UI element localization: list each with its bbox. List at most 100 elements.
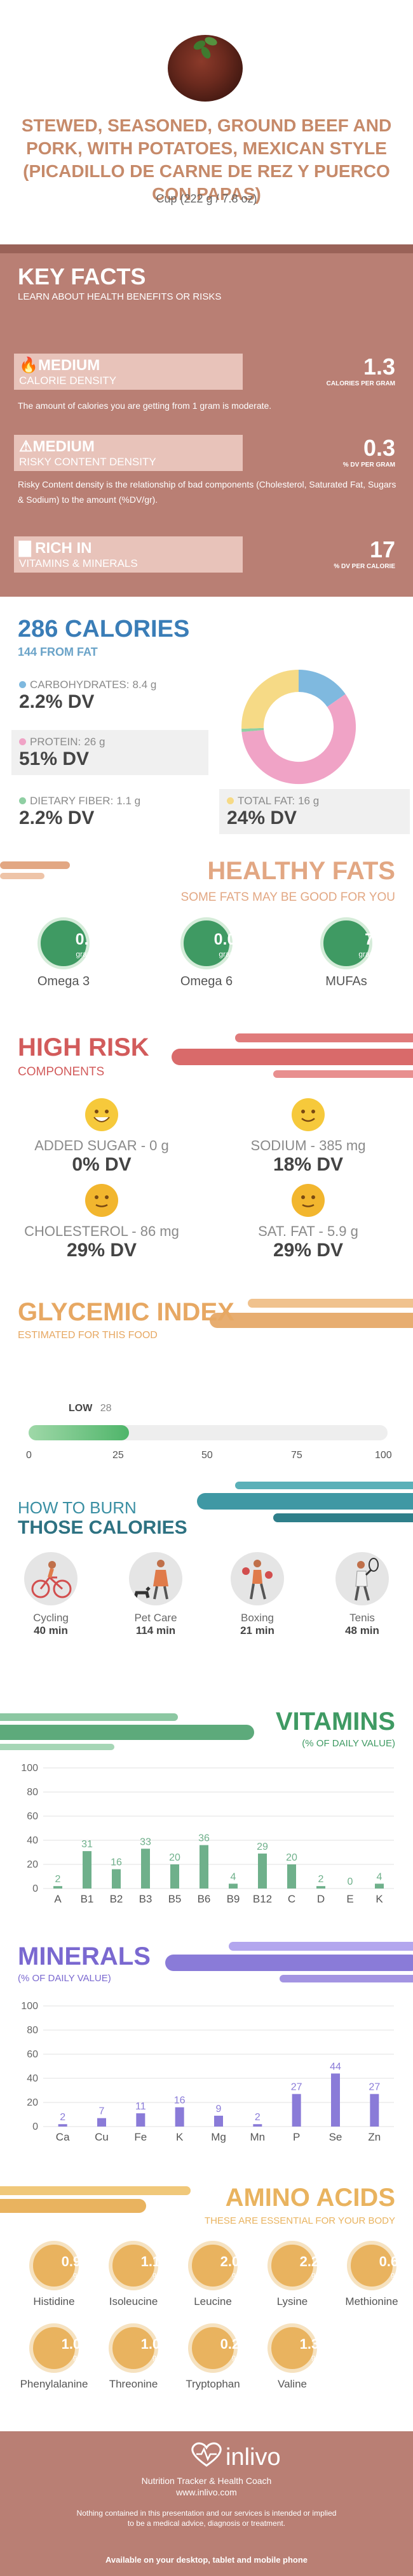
- bar-value-label: 2: [60, 2112, 65, 2123]
- rich-in-value: 17: [369, 536, 395, 562]
- glycemic-title: GLYCEMIC INDEX: [18, 1298, 234, 1326]
- bar-p: [292, 2094, 301, 2127]
- minerals-title: MINERALS: [18, 1942, 151, 1970]
- amino-subtitle: THESE ARE ESSENTIAL FOR YOUR BODY: [204, 2215, 395, 2226]
- calories-section: 286 CALORIES 144 FROM FAT CARBOHYDRATES:…: [0, 613, 413, 847]
- bar-value-label: 27: [369, 2082, 380, 2093]
- fat-dv: 24% DV: [227, 807, 297, 828]
- y-tick-label: 40: [27, 2073, 38, 2084]
- vitamins-bar-chart: 0204060801002A31B116B233B320B536B64B929B…: [21, 1763, 394, 1905]
- amino-acids-section: AMINO ACIDS THESE ARE ESSENTIAL FOR YOUR…: [0, 2184, 413, 2431]
- vitamins-section: VITAMINS (% OF DAILY VALUE) 0 20 40 60 80 100…: [0, 1708, 413, 1923]
- bar-k: [175, 2107, 184, 2127]
- activity-pet-care: Pet Care 114 min: [111, 1552, 200, 1637]
- footer-brand: inlivo: [226, 2444, 281, 2471]
- flame-icon: 🔥: [19, 357, 38, 374]
- gi-tick: 100: [375, 1450, 392, 1461]
- bar-se: [331, 2073, 340, 2127]
- healthy-fats-title: HEALTHY FATS: [207, 857, 395, 885]
- bar-b5: [170, 1864, 179, 1889]
- y-tick-label: 0: [32, 2121, 38, 2132]
- category-label: B12: [253, 1893, 272, 1905]
- bar-value-label: 20: [286, 1852, 297, 1863]
- calorie-donut-chart: [241, 670, 356, 785]
- calories-title: 286 CALORIES: [18, 616, 190, 642]
- amino-isoleucine: 1.18 g Isoleucine: [92, 2241, 175, 2308]
- neutral-face-icon: [85, 1184, 118, 1217]
- risky-density-unit: % DV PER GRAM: [342, 461, 395, 468]
- warning-icon: ⚠: [19, 438, 33, 455]
- heart-logo-icon: [0, 2440, 413, 2475]
- minerals-subtitle: (% OF DAILY VALUE): [18, 1973, 111, 1984]
- bar-b1: [83, 1851, 91, 1889]
- category-label: Fe: [134, 2131, 147, 2143]
- bar-b12: [258, 1853, 267, 1889]
- vitamins-title: VITAMINS: [275, 1708, 395, 1736]
- bar-value-label: 27: [291, 2082, 302, 2093]
- bar-ca: [58, 2124, 67, 2127]
- risky-density-desc: Risky Content density is the relationshi…: [18, 479, 396, 505]
- category-label: B1: [81, 1893, 94, 1905]
- category-label: Zn: [368, 2131, 381, 2143]
- bar-value-label: 29: [257, 1842, 268, 1852]
- glycemic-section: GLYCEMIC INDEX ESTIMATED FOR THIS FOOD L…: [0, 1295, 413, 1466]
- donut-slice-fiber: [241, 727, 264, 733]
- category-label: E: [346, 1893, 353, 1905]
- food-image: [168, 35, 243, 102]
- calorie-density-level: MEDIUM: [37, 357, 100, 374]
- bar-b3: [141, 1849, 150, 1889]
- y-tick-label: 80: [27, 1787, 38, 1798]
- category-label: B3: [139, 1893, 152, 1905]
- category-label: K: [176, 2131, 184, 2143]
- category-label: B5: [168, 1893, 182, 1905]
- bar-cu: [97, 2118, 106, 2127]
- healthy-fats-section: HEALTHY FATS SOME FATS MAY BE GOOD FOR Y…: [0, 854, 413, 1019]
- activity-boxing: Boxing 21 min: [213, 1552, 302, 1637]
- y-tick-label: 100: [21, 1763, 38, 1774]
- risk-added-sugar: ADDED SUGAR - 0 g 0% DV: [6, 1098, 197, 1176]
- y-tick-label: 40: [27, 1835, 38, 1846]
- rich-in-unit: % DV PER CALORIE: [334, 563, 395, 570]
- y-tick-label: 60: [27, 2049, 38, 2060]
- activity-tennis: Tenis 48 min: [318, 1552, 407, 1637]
- bar-value-label: 7: [99, 2106, 105, 2117]
- high-risk-subtitle: COMPONENTS: [18, 1065, 105, 1079]
- footer-url[interactable]: www.inlivo.com: [176, 2487, 237, 2497]
- bar-fe: [136, 2113, 146, 2127]
- bar-mn: [253, 2124, 262, 2127]
- carbs-dot: [19, 681, 26, 688]
- footer-tagline: Nutrition Tracker & Health Coach: [141, 2476, 272, 2486]
- category-label: P: [293, 2131, 300, 2143]
- decorative-stripes-left: [0, 861, 70, 879]
- calorie-density-label: CALORIE DENSITY: [19, 375, 117, 387]
- y-tick-label: 20: [27, 2097, 38, 2108]
- risky-density-label: RISKY CONTENT DENSITY: [19, 456, 156, 468]
- gi-tick: 50: [201, 1450, 213, 1461]
- bar-zn: [370, 2094, 379, 2127]
- calorie-density-value: 1.3: [363, 354, 395, 380]
- key-facts-subtitle: LEARN ABOUT HEALTH BENEFITS OR RISKS: [18, 291, 222, 302]
- bar-value-label: 16: [111, 1857, 122, 1868]
- chart-icon: ▇: [19, 540, 31, 557]
- bar-a: [53, 1886, 62, 1889]
- amino-lysine: 2.21 g Lysine: [251, 2241, 334, 2308]
- risk-sat-fat: SAT. FAT - 5.9 g 29% DV: [213, 1184, 403, 1261]
- category-label: K: [376, 1893, 383, 1905]
- vitamins-subtitle: (% OF DAILY VALUE): [302, 1738, 395, 1749]
- bar-d: [316, 1886, 325, 1889]
- fat-mufas: 7 grams MUFAs: [308, 917, 384, 989]
- gi-tick: 75: [291, 1450, 302, 1461]
- bar-value-label: 31: [81, 1839, 93, 1850]
- protein-dv: 51% DV: [19, 748, 90, 769]
- gi-tick: 0: [26, 1450, 32, 1461]
- bar-b9: [229, 1883, 238, 1889]
- protein-dot: [19, 738, 26, 745]
- bar-value-label: 44: [330, 2061, 341, 2072]
- glycemic-fill: [29, 1425, 130, 1440]
- category-label: B6: [198, 1893, 211, 1905]
- decorative-stripes-right: [165, 1942, 413, 1982]
- calorie-density-unit: CALORIES PER GRAM: [326, 380, 395, 387]
- bar-value-label: 20: [169, 1852, 180, 1863]
- donut-slice-protein: [241, 694, 356, 785]
- category-label: C: [288, 1893, 295, 1905]
